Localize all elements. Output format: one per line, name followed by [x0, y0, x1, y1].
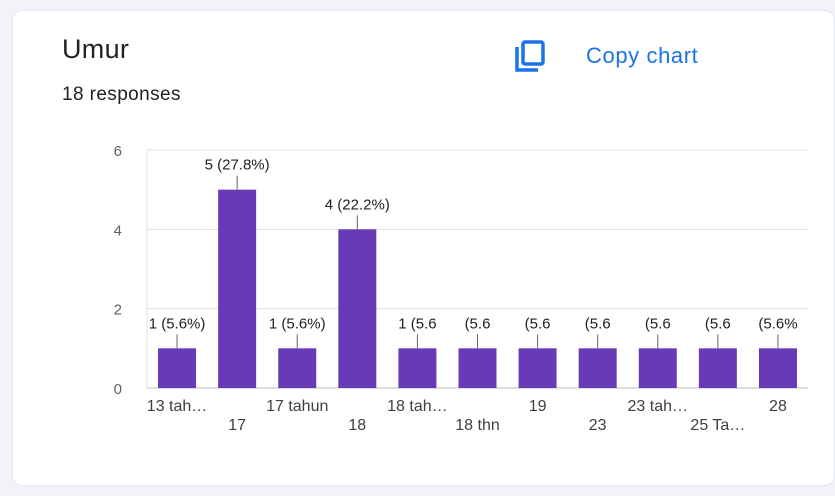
bar: [518, 348, 557, 388]
x-tick-label: 28: [769, 398, 787, 415]
x-tick-label: 17: [228, 417, 246, 434]
data-label: (5.6: [645, 315, 671, 332]
data-label: (5.6: [585, 315, 611, 332]
data-label: 4 (22.2%): [325, 196, 390, 213]
bar: [758, 348, 797, 388]
bar: [338, 229, 377, 388]
copy-icon: [512, 39, 546, 73]
bar: [398, 348, 437, 388]
x-tick-label: 18 thn: [455, 417, 499, 434]
data-label: 5 (27.8%): [205, 157, 270, 174]
response-count: 18 responses: [62, 84, 181, 105]
data-label: 1 (5.6: [398, 315, 436, 332]
x-tick-label: 18 tah…: [387, 398, 447, 415]
y-tick-label: 6: [114, 143, 122, 160]
question-title: Umur: [62, 34, 130, 64]
x-tick-label: 23: [589, 417, 607, 434]
data-label: (5.6: [465, 315, 491, 332]
data-label: 1 (5.6%): [269, 315, 326, 332]
bar: [458, 348, 497, 388]
copy-chart-button[interactable]: Copy chart: [512, 36, 777, 76]
y-tick-label: 2: [114, 302, 122, 319]
copy-chart-label: Copy chart: [586, 43, 699, 68]
x-tick-label: 18: [348, 417, 366, 434]
data-label: (5.6: [705, 315, 731, 332]
data-label: (5.6%: [758, 315, 797, 332]
bar: [278, 348, 317, 388]
bar: [158, 348, 197, 388]
bar: [638, 348, 677, 388]
x-tick-label: 25 Ta…: [690, 417, 745, 434]
x-tick-label: 17 tahun: [266, 398, 328, 415]
chart-card: [12, 10, 835, 486]
y-tick-label: 4: [114, 222, 122, 239]
x-tick-label: 13 tah…: [147, 398, 207, 415]
bar: [578, 348, 617, 388]
x-tick-label: 23 tah…: [628, 398, 688, 415]
data-label: (5.6: [525, 315, 551, 332]
data-label: 1 (5.6%): [149, 315, 206, 332]
bar: [698, 348, 737, 388]
x-tick-label: 19: [529, 398, 547, 415]
y-tick-label: 0: [114, 381, 122, 398]
bar: [218, 189, 257, 388]
